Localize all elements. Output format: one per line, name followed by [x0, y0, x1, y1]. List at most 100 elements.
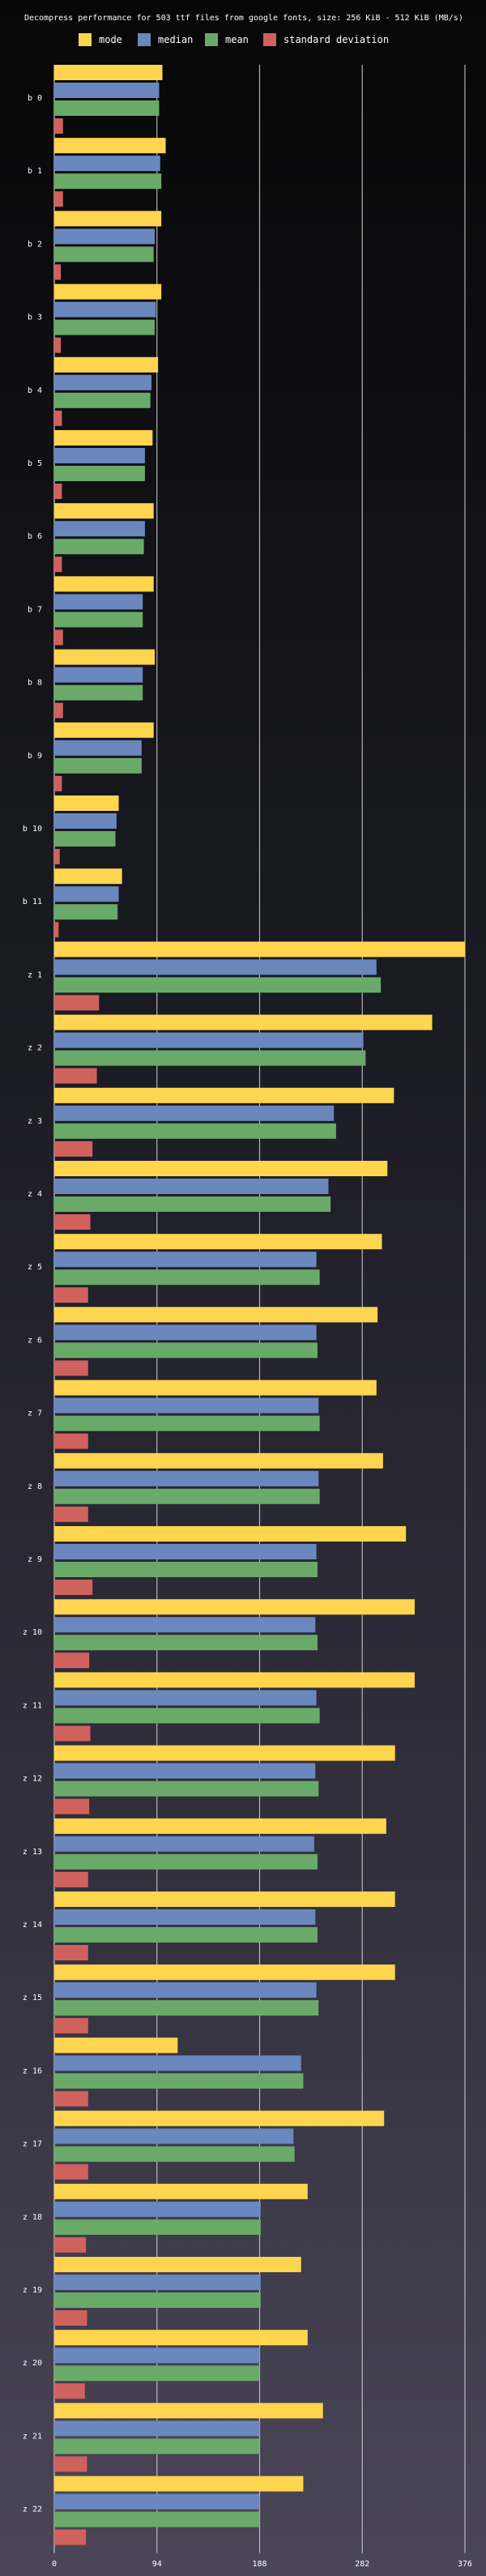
bar-mean-z-4 — [54, 1196, 331, 1212]
bar-median-b-1 — [54, 156, 160, 172]
category-label: b 1 — [28, 167, 42, 176]
x-tick-labels: 0 94 188 282 376 — [52, 2560, 472, 2569]
x-tick-label: 282 — [355, 2560, 369, 2569]
chart-legend: mode median mean standard deviation — [79, 33, 389, 46]
bar-median-z-15 — [54, 1982, 317, 1998]
bar-standard-deviation-b-10 — [54, 849, 60, 864]
bar-mean-b-3 — [54, 319, 156, 335]
bar-median-b-4 — [54, 374, 152, 390]
bar-median-z-21 — [54, 2420, 260, 2437]
bar-median-z-1 — [54, 959, 377, 975]
bar-mean-b-8 — [54, 685, 143, 701]
bar-standard-deviation-z-7 — [54, 1433, 88, 1449]
bar-median-z-3 — [54, 1105, 335, 1121]
bar-mode-z-9 — [54, 1526, 407, 1542]
bar-standard-deviation-z-10 — [54, 1653, 90, 1669]
bar-standard-deviation-z-15 — [54, 2018, 88, 2034]
bar-mode-z-10 — [54, 1599, 415, 1615]
bar-mean-b-4 — [54, 392, 151, 408]
bar-mean-z-11 — [54, 1708, 320, 1724]
bar-mode-z-14 — [54, 1891, 395, 1907]
bar-median-b-3 — [54, 301, 156, 318]
bar-mean-z-18 — [54, 2219, 261, 2235]
bar-median-z-16 — [54, 2055, 301, 2071]
bar-mode-b-2 — [54, 211, 162, 227]
category-label: z 22 — [23, 2506, 42, 2514]
bar-standard-deviation-b-2 — [54, 264, 62, 280]
bar-standard-deviation-z-12 — [54, 1798, 90, 1815]
category-label: z 17 — [23, 2140, 42, 2149]
category-label: b 3 — [28, 313, 42, 322]
bar-standard-deviation-b-3 — [54, 337, 62, 353]
bar-mean-z-21 — [54, 2438, 260, 2454]
bar-mode-z-15 — [54, 1964, 395, 1981]
category-label: z 9 — [28, 1555, 42, 1564]
category-label: b 7 — [28, 605, 42, 614]
bar-standard-deviation-b-5 — [54, 484, 62, 499]
bar-mean-b-9 — [54, 757, 142, 774]
bar-median-z-14 — [54, 1909, 316, 1925]
bar-median-z-19 — [54, 2275, 261, 2290]
bar-mean-z-5 — [54, 1269, 320, 1286]
bar-mean-b-5 — [54, 466, 145, 481]
bar-mean-z-8 — [54, 1488, 320, 1504]
bar-standard-deviation-z-1 — [54, 995, 100, 1011]
bar-median-z-4 — [54, 1179, 329, 1194]
bar-mean-z-12 — [54, 1781, 319, 1797]
bar-mode-z-12 — [54, 1745, 395, 1761]
bar-median-z-6 — [54, 1324, 317, 1341]
bar-median-z-13 — [54, 1836, 314, 1852]
bar-standard-deviation-z-20 — [54, 2383, 85, 2399]
bar-mode-z-21 — [54, 2403, 323, 2419]
bar-mode-z-18 — [54, 2183, 308, 2199]
bar-standard-deviation-z-22 — [54, 2529, 87, 2545]
category-label: z 3 — [28, 1117, 42, 1126]
bar-mode-z-22 — [54, 2476, 304, 2492]
bar-mean-b-10 — [54, 831, 116, 847]
bar-mode-b-10 — [54, 795, 119, 811]
category-label: z 7 — [28, 1410, 42, 1418]
legend-swatch-mode — [79, 33, 92, 46]
category-label: b 9 — [28, 752, 42, 761]
legend-label-median: median — [158, 34, 193, 45]
bar-mean-b-0 — [54, 100, 160, 116]
bar-standard-deviation-z-19 — [54, 2310, 87, 2326]
x-tick-label: 188 — [252, 2560, 266, 2569]
bar-mean-z-3 — [54, 1123, 336, 1139]
category-label: z 5 — [28, 1263, 42, 1272]
bar-median-b-9 — [54, 740, 142, 756]
bar-mode-z-5 — [54, 1234, 382, 1250]
bar-mean-z-2 — [54, 1050, 366, 1066]
bar-mean-z-17 — [54, 2146, 295, 2162]
bar-standard-deviation-z-2 — [54, 1068, 97, 1084]
x-tick-label: 0 — [52, 2560, 57, 2569]
bar-standard-deviation-z-9 — [54, 1580, 93, 1595]
bar-mode-z-11 — [54, 1672, 415, 1688]
bar-median-b-0 — [54, 83, 160, 98]
bar-median-z-8 — [54, 1470, 319, 1486]
legend-swatch-standard-deviation — [263, 33, 276, 46]
bar-mode-z-17 — [54, 2110, 385, 2126]
bar-mean-z-9 — [54, 1562, 318, 1577]
bar-standard-deviation-b-8 — [54, 702, 63, 719]
bar-median-b-5 — [54, 448, 145, 463]
bar-mean-b-2 — [54, 246, 154, 262]
bar-standard-deviation-b-7 — [54, 629, 63, 646]
bar-mean-z-13 — [54, 1853, 318, 1870]
bar-mode-z-4 — [54, 1161, 388, 1176]
bar-mean-b-7 — [54, 612, 143, 628]
bar-mean-z-10 — [54, 1635, 318, 1651]
bar-mean-z-15 — [54, 2000, 319, 2016]
bar-mean-z-22 — [54, 2511, 260, 2527]
legend-swatch-mean — [205, 33, 218, 46]
bar-mode-b-0 — [54, 65, 163, 80]
category-label: z 6 — [28, 1336, 42, 1345]
bar-mode-z-13 — [54, 1818, 386, 1834]
bar-standard-deviation-b-9 — [54, 775, 62, 791]
bar-median-z-12 — [54, 1763, 316, 1779]
category-label: b 8 — [28, 679, 42, 688]
bar-mode-z-8 — [54, 1452, 383, 1469]
bar-median-z-7 — [54, 1397, 319, 1414]
bar-mode-z-7 — [54, 1380, 377, 1396]
category-label: z 20 — [23, 2359, 42, 2368]
